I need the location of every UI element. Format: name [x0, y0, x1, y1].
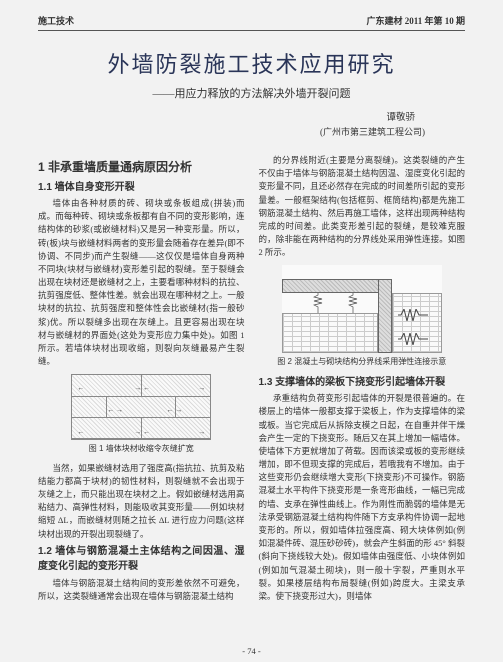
- page-number: - 74 -: [0, 646, 503, 656]
- arrow-l1: ←: [77, 383, 84, 394]
- section-1-heading: 1 非承重墙质量通病原因分析: [38, 158, 245, 177]
- section-1-3-heading: 1.3 支撑墙体的梁板下挠变形引起墙体开裂: [259, 375, 466, 391]
- para-r2: 承重结构负荷变形引起墙体的开裂是很普遍的。在楼层上的墙体一般都支撑于梁板上，作为…: [259, 392, 466, 603]
- arrow-b2: → ←: [134, 427, 150, 438]
- header-left: 施工技术: [38, 14, 74, 27]
- spring-icon-1: [312, 293, 324, 313]
- author-affiliation: (广州市第三建筑工程公司): [38, 125, 425, 138]
- para-1: 墙体由各种材质的砖、砌块或条板组成(拼装)而成。而每种砖、砌块或条板都有自不同的…: [38, 197, 245, 368]
- arrow-r2: →: [198, 383, 205, 394]
- arrow-b1: ←: [77, 427, 84, 438]
- spring-icon-4: [398, 333, 428, 345]
- arrow-r1: → ←: [134, 383, 150, 394]
- figure-2: 图 2 混凝土与砌块结构分界线采用弹性连接示意: [259, 265, 466, 368]
- section-1-1-heading: 1.1 墙体自身变形开裂: [38, 180, 245, 196]
- para-r1: 的分界线附近(主要是分离裂缝)。这类裂缝的产生不仅由于墙体与钢筋混凝土结构因温、…: [259, 154, 466, 259]
- section-1-2-heading: 1.2 墙体与钢筋混凝土主体结构之间因温、湿度变化引起的变形开裂: [38, 544, 245, 575]
- arrow-b3: →: [198, 427, 205, 438]
- figure-2-caption: 图 2 混凝土与砌块结构分界线采用弹性连接示意: [259, 356, 466, 368]
- right-column: 的分界线附近(主要是分离裂缝)。这类裂缝的产生不仅由于墙体与钢筋混凝土结构因温、…: [259, 154, 466, 603]
- figure-1-caption: 图 1 墙体块材收缩令灰缝扩宽: [38, 443, 245, 455]
- para-3: 墙体与钢筋混凝土结构间的变形差依然不可避免，所以，这类裂缝通常会出现在墙体与钢筋…: [38, 577, 245, 603]
- para-2: 当然，如果嵌缝材选用了强度高(指抗拉、抗剪及粘结能力都高于块材)的韧性材料，则裂…: [38, 462, 245, 541]
- figure-1-diagram: ← → ← → ← → ← → ← → ← →: [71, 374, 211, 440]
- spring-icon-2: [347, 293, 359, 313]
- arrow-m2: ← →: [167, 405, 183, 416]
- header-right: 广东建材 2011 年第 10 期: [366, 14, 465, 27]
- article-title: 外墙防裂施工技术应用研究: [38, 47, 465, 79]
- arrow-m1: ← →: [107, 405, 123, 416]
- figure-1: ← → ← → ← → ← → ← → ← → 图 1 墙体块材收缩令灰缝扩宽: [38, 374, 245, 455]
- left-column: 1 非承重墙质量通病原因分析 1.1 墙体自身变形开裂 墙体由各种材质的砖、砌块…: [38, 154, 245, 603]
- author-name: 谭敬骄: [38, 109, 415, 123]
- figure-2-diagram: [282, 265, 442, 353]
- spring-icon-3: [398, 309, 428, 321]
- article-subtitle: ——用应力释放的方法解决外墙开裂问题: [38, 85, 465, 101]
